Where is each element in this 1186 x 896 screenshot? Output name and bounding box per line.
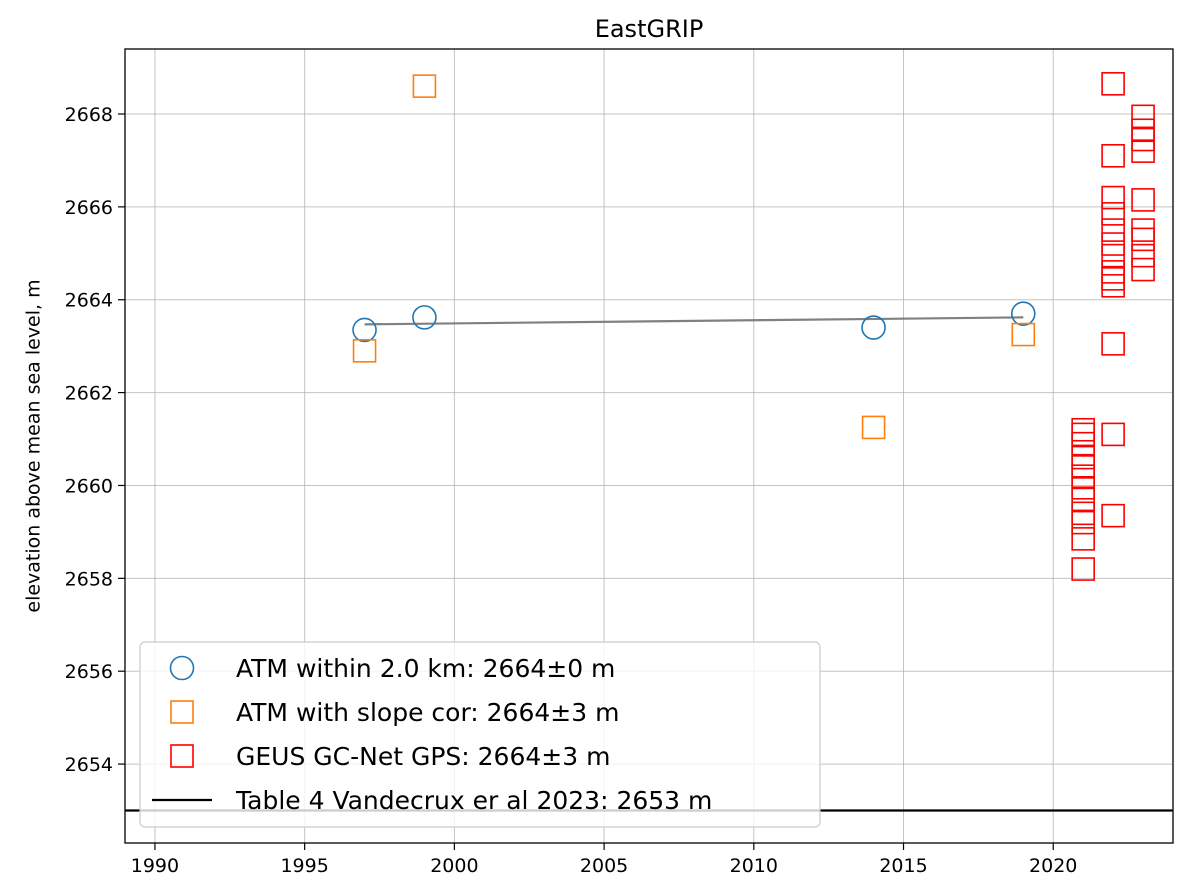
y-tick-label: 2666 (65, 197, 113, 219)
series-2-point (1101, 274, 1125, 298)
x-tick-label: 2005 (580, 855, 628, 877)
legend-label: GEUS GC-Net GPS: 2664±3 m (236, 742, 610, 771)
series-2-point (1071, 487, 1095, 512)
legend-marker (170, 744, 194, 768)
series-2-point (1071, 557, 1095, 581)
y-axis-label: elevation above mean sea level, m (23, 279, 45, 612)
y-tick-label: 2662 (65, 383, 113, 405)
trend-line (364, 316, 1024, 326)
x-tick-label: 2010 (730, 855, 778, 877)
series-2-point (1101, 332, 1125, 356)
series-2-point (1071, 431, 1095, 456)
series-1-point (1011, 322, 1036, 347)
y-tick-label: 2668 (65, 104, 113, 126)
legend-label: Table 4 Vandecrux er al 2023: 2653 m (235, 786, 712, 815)
series-0-point (1010, 301, 1036, 326)
series-2-point (1101, 243, 1125, 268)
x-tick-label: 1990 (131, 855, 179, 877)
legend-label: ATM within 2.0 km: 2664±0 m (236, 654, 615, 683)
y-tick-label: 2658 (65, 568, 113, 590)
series-2-point (1131, 257, 1155, 282)
legend: ATM within 2.0 km: 2664±0 m ATM with slop… (139, 641, 821, 828)
series-0-point (412, 305, 437, 330)
ticks: 1990 1995 2000 2005 2010 2015 2020 2654 2656 2658… (65, 104, 1078, 877)
legend-marker (170, 700, 194, 724)
series-2-point (1101, 202, 1125, 226)
series-2-point (1131, 188, 1155, 212)
legend-label: ATM with slope cor: 2664±3 m (236, 698, 619, 727)
series-2-point (1101, 218, 1125, 242)
series-2-point (1131, 104, 1155, 129)
x-tick-label: 2000 (430, 855, 478, 877)
series-2-point (1101, 185, 1125, 210)
series-2-point (1071, 510, 1095, 535)
series-2-point (1101, 143, 1125, 168)
series-1-point (861, 415, 886, 440)
y-tick-label: 2664 (65, 290, 113, 312)
series-2-point (1101, 503, 1125, 528)
series-2-point (1131, 227, 1155, 252)
series-0-point (861, 315, 886, 340)
series-2-point (1101, 422, 1125, 447)
y-tick-label: 2660 (65, 475, 113, 497)
series-1-point (352, 339, 377, 363)
x-tick-label: 1995 (280, 855, 328, 877)
series-2-point (1101, 72, 1125, 96)
series-2-point (1131, 139, 1155, 163)
legend-box (139, 641, 821, 828)
chart-title: EastGRIP (595, 15, 704, 43)
series-2-point (1071, 527, 1095, 551)
series-2-point (1131, 243, 1155, 268)
y-tick-label: 2654 (65, 754, 113, 776)
x-tick-label: 2015 (879, 855, 927, 877)
legend-marker (169, 655, 195, 681)
x-tick-label: 2020 (1029, 855, 1077, 877)
series-1-point (412, 74, 437, 98)
axes-frame (124, 48, 1174, 844)
y-tick-label: 2656 (65, 661, 113, 683)
series-0-point (352, 317, 377, 343)
